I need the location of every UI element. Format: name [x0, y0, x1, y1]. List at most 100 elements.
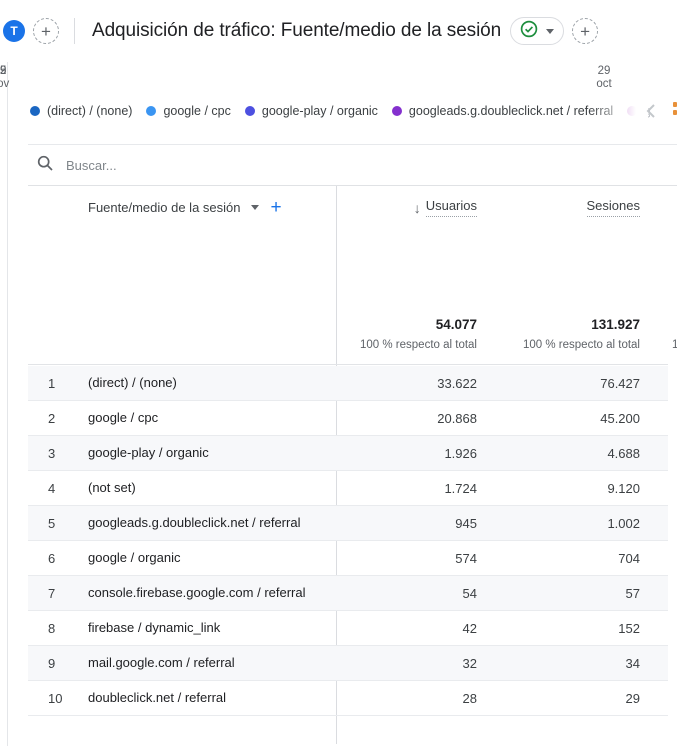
table-row: 8 firebase / dynamic_link 42 152: [28, 611, 668, 646]
search-row: [28, 145, 677, 185]
table-body: 1 (direct) / (none) 33.622 76.427 2 goog…: [28, 366, 668, 716]
panel-left-border: [7, 62, 8, 746]
avatar[interactable]: T: [3, 20, 25, 42]
row-number: 3: [48, 445, 56, 461]
axis-tick-12: 12: [0, 65, 7, 77]
row-sesiones-value: 9.120: [607, 480, 640, 496]
row-usuarios-value: 42: [462, 620, 477, 636]
column-header-sesiones: Sesiones: [586, 198, 640, 217]
axis-tick-29oct: 29 oct: [596, 65, 612, 90]
row-usuarios-value: 32: [462, 655, 477, 671]
row-usuarios-value: 28: [462, 690, 477, 706]
table-row: 6 google / organic 574 704: [28, 541, 668, 576]
topbar-divider: [74, 18, 75, 44]
table-header: Fuente/medio de la sesión + ↓ Usuarios S…: [28, 186, 677, 365]
row-sesiones-value: 704: [618, 550, 640, 566]
check-circle-icon: [520, 20, 538, 43]
legend-item: google / cpc: [146, 104, 231, 118]
row-dimension: mail.google.com / referral: [88, 655, 235, 670]
row-usuarios-value: 54: [462, 585, 477, 601]
page-title: Adquisición de tráfico: Fuente/medio de …: [92, 20, 502, 41]
table-row: 4 (not set) 1.724 9.120: [28, 471, 668, 506]
clipped-next-column-text: 1: [672, 339, 677, 351]
row-sesiones-value: 76.427: [600, 375, 640, 391]
clipped-control: [673, 102, 677, 120]
row-sesiones-value: 152: [618, 620, 640, 636]
table-row: 5 googleads.g.doubleclick.net / referral…: [28, 506, 668, 541]
row-number: 1: [48, 375, 56, 391]
table-row: 3 google-play / organic 1.926 4.688: [28, 436, 668, 471]
row-usuarios-value: 945: [455, 515, 477, 531]
series-dot-icon: [244, 106, 255, 116]
search-input[interactable]: [66, 157, 677, 173]
series-dot-icon: [627, 106, 638, 116]
row-number: 10: [48, 690, 63, 706]
table-row: 7 console.firebase.google.com / referral…: [28, 576, 668, 611]
legend-scroll-left-icon[interactable]: [645, 103, 657, 119]
chevron-down-icon[interactable]: [251, 205, 260, 210]
row-sesiones-value: 45.200: [600, 410, 640, 426]
row-dimension: console.firebase.google.com / referral: [88, 585, 306, 600]
column-header-usuarios: ↓ Usuarios: [414, 198, 477, 217]
row-usuarios-value: 574: [455, 550, 477, 566]
table-row: 10 doubleclick.net / referral 28 29: [28, 681, 668, 716]
dimension-header-label[interactable]: Fuente/medio de la sesión: [88, 200, 241, 215]
add-tab-button-left[interactable]: +: [33, 18, 59, 44]
divider: [28, 144, 677, 145]
axis-tick-19: 19: [0, 65, 7, 77]
plus-icon: +: [580, 21, 591, 41]
dimension-header: Fuente/medio de la sesión +: [88, 198, 282, 217]
row-usuarios-value: 33.622: [437, 375, 477, 391]
row-dimension: googleads.g.doubleclick.net / referral: [88, 515, 301, 530]
row-dimension: google-play / organic: [88, 445, 209, 460]
table-row: 9 mail.google.com / referral 32 34: [28, 646, 668, 681]
series-dot-icon: [391, 106, 402, 116]
row-number: 7: [48, 585, 56, 601]
row-usuarios-value: 1.724: [444, 480, 477, 496]
legend-item: (direct) / (none): [30, 104, 132, 118]
top-bar: T + Adquisición de tráfico: Fuente/medio…: [0, 0, 677, 62]
row-number: 5: [48, 515, 56, 531]
series-dot-icon: [30, 106, 40, 116]
row-sesiones-value: 57: [625, 585, 640, 601]
plus-icon: +: [41, 21, 51, 41]
row-number: 8: [48, 620, 56, 636]
row-dimension: google / organic: [88, 550, 181, 565]
add-column-icon[interactable]: +: [270, 197, 282, 218]
total-sesiones-subtitle: 100 % respecto al total: [523, 339, 640, 351]
search-icon: [37, 155, 53, 176]
row-sesiones-value: 1.002: [607, 515, 640, 531]
row-dimension: (direct) / (none): [88, 375, 177, 390]
verified-status-pill[interactable]: [510, 17, 565, 45]
row-sesiones-value: 34: [625, 655, 640, 671]
total-usuarios: 54.077: [435, 317, 477, 332]
total-usuarios-subtitle: 100 % respecto al total: [360, 339, 477, 351]
chevron-down-icon: [546, 28, 555, 34]
column-header-label[interactable]: Usuarios: [425, 198, 477, 217]
total-sesiones: 131.927: [591, 317, 640, 332]
divider: [28, 185, 677, 186]
row-number: 2: [48, 410, 56, 426]
row-dimension: google / cpc: [88, 410, 159, 425]
legend-item: google-play / organic: [244, 104, 378, 118]
row-dimension: firebase / dynamic_link: [88, 620, 221, 635]
row-sesiones-value: 29: [625, 690, 640, 706]
table-row: 1 (direct) / (none) 33.622 76.427: [28, 366, 668, 401]
row-number: 4: [48, 480, 56, 496]
series-legend: (direct) / (none) google / cpc google-pl…: [30, 98, 650, 124]
add-tab-button-right[interactable]: +: [572, 18, 599, 44]
row-usuarios-value: 1.926: [444, 445, 477, 461]
row-sesiones-value: 4.688: [607, 445, 640, 461]
table-row: 2 google / cpc 20.868 45.200: [28, 401, 668, 436]
row-usuarios-value: 20.868: [437, 410, 477, 426]
row-number: 6: [48, 550, 56, 566]
axis-tick-05nov: 05 nov: [0, 65, 10, 90]
row-dimension: doubleclick.net / referral: [88, 690, 227, 705]
row-dimension: (not set): [88, 480, 136, 495]
row-number: 9: [48, 655, 56, 671]
legend-item: googleads.g.doubleclick.net / referral: [391, 104, 613, 118]
series-dot-icon: [146, 106, 157, 116]
column-header-label[interactable]: Sesiones: [586, 198, 640, 217]
sort-descending-icon[interactable]: ↓: [413, 199, 421, 216]
